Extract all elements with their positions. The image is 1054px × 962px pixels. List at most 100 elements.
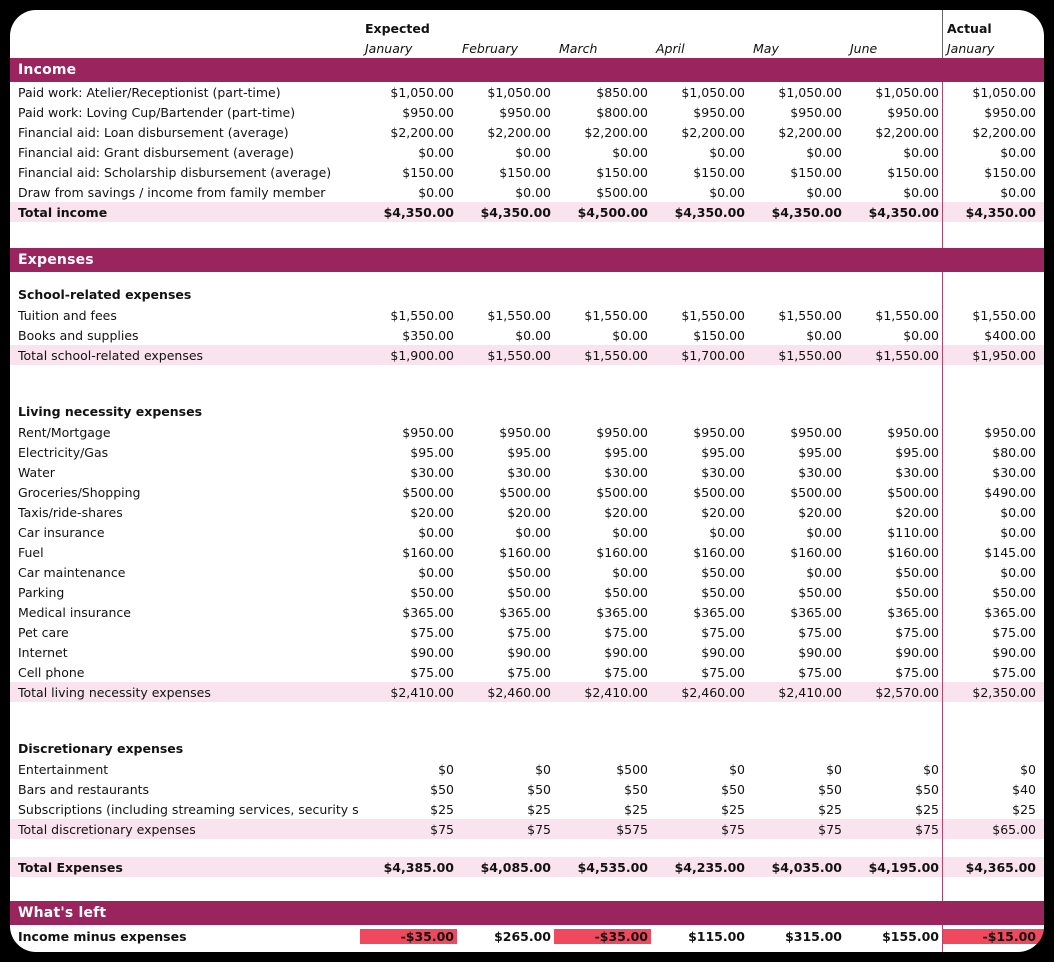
table-row-total-discretionary-expenses: Total discretionary expenses $75 $75 $575 $7… [10,819,1044,839]
row-label: Cell phone [18,664,85,680]
expected-actual-divider [942,66,943,952]
actual-value-cell: $400.00 [984,327,1036,343]
expected-value-cell: $500.00 [499,484,551,500]
expected-value-cell: $1,550.00 [875,347,939,363]
expected-value-cell: $4,195.00 [868,859,939,875]
expected-value-cell: $950.00 [596,424,648,440]
actual-value-cell: $2,200.00 [972,124,1036,140]
expected-value-cell: $75 [915,821,939,837]
expected-value-cell: $0.00 [903,327,939,343]
table-row-income-minus-expenses: Income minus expenses -$35.00 $265.00 -$35.… [10,925,1044,947]
expected-value-cell: $1,550.00 [681,307,745,323]
expected-value-cell: $365.00 [499,604,551,620]
expected-value-cell: $90.00 [410,644,454,660]
section-spacer [10,702,1044,726]
expected-value-cell: $2,200.00 [681,124,745,140]
subsection-header-discretionary-expenses: Discretionary expenses [10,726,1044,759]
month-header-february: February [462,40,519,56]
row-label: Rent/Mortgage [18,424,111,440]
expected-value-cell: $0.00 [418,184,454,200]
column-group-header-row: Expected Actual [10,18,1044,38]
actual-group-label: Actual [947,20,992,36]
expected-value-cell: $75 [721,821,745,837]
section-band-label: Income [18,62,77,78]
actual-value-cell: -$15.00 [942,928,1044,944]
expected-value-cell: $0 [535,761,551,777]
expected-value-cell: $95.00 [701,444,745,460]
actual-value-cell: $65.00 [992,821,1036,837]
expected-value-cell: $2,410.00 [584,684,648,700]
expected-value-cell: $0.00 [806,524,842,540]
expected-value-cell: $90.00 [895,644,939,660]
actual-value-cell: $30.00 [992,464,1036,480]
actual-value-cell: $0.00 [1000,524,1036,540]
expected-value-cell: $1,900.00 [390,347,454,363]
table-row-pet-care: Pet care $75.00 $75.00 $75.00 $75.00 $75.00 $7… [10,622,1044,642]
table-row-cell-phone: Cell phone $75.00 $75.00 $75.00 $75.00 $75.00… [10,662,1044,682]
expected-value-cell: $0.00 [515,327,551,343]
expected-value-cell: $20.00 [507,504,551,520]
actual-value-cell: $0.00 [1000,144,1036,160]
expected-value-cell: $950.00 [499,104,551,120]
expected-value-cell: $1,550.00 [487,347,551,363]
expected-value-cell: $0.00 [515,144,551,160]
expected-value-cell: $1,050.00 [681,84,745,100]
expected-value-cell: $75.00 [798,664,842,680]
expected-value-cell: $0.00 [709,184,745,200]
expected-value-cell: $25 [915,801,939,817]
expected-value-cell: $575 [616,821,648,837]
expected-value-cell: $25 [721,801,745,817]
expected-value-cell: $25 [527,801,551,817]
expected-value-cell: $75.00 [798,624,842,640]
expected-value-cell: $1,700.00 [681,347,745,363]
expected-value-cell: $50.00 [798,584,842,600]
month-header-may: May [753,40,779,56]
expected-value-cell: $90.00 [604,644,648,660]
expected-value-cell: $25 [430,801,454,817]
expected-value-cell: $0.00 [709,144,745,160]
section-band-label: What's left [18,905,107,921]
expected-value-cell: $50.00 [895,564,939,580]
row-label: Financial aid: Scholarship disbursement … [18,164,332,180]
actual-value-cell: $40 [1012,781,1036,797]
expected-value-cell: $25 [624,801,648,817]
expected-value-cell: $365.00 [402,604,454,620]
table-row-total-school-related-expenses: Total school-related expenses $1,900.00 $1… [10,345,1044,365]
row-label: Entertainment [18,761,109,777]
expected-value-cell: $365.00 [887,604,939,620]
expected-value-cell: $2,410.00 [390,684,454,700]
expected-value-cell: $0.00 [612,564,648,580]
expected-value-cell: $50.00 [604,584,648,600]
row-label: Pet care [18,624,69,640]
actual-value-cell: $75.00 [992,624,1036,640]
row-label: Water [18,464,55,480]
row-label: Medical insurance [18,604,131,620]
expected-value-cell: $150.00 [693,164,745,180]
expected-value-cell: $0 [438,761,454,777]
expected-value-cell: $50 [430,781,454,797]
expected-value-cell: $75.00 [410,664,454,680]
table-row-entertainment: Entertainment $0 $0 $500 $0 $0 $0 $0 [10,759,1044,779]
subsection-header-label: Discretionary expenses [18,741,184,756]
expected-value-cell: $75.00 [410,624,454,640]
actual-value-cell: $365.00 [984,604,1036,620]
actual-value-cell: $0 [1020,761,1036,777]
expected-value-cell: $2,570.00 [875,684,939,700]
actual-value-cell: $90.00 [992,644,1036,660]
expected-value-cell: $4,500.00 [577,204,648,220]
expected-value-cell: $30.00 [701,464,745,480]
month-header-actual-january: January [947,40,995,56]
actual-value-cell: $4,350.00 [965,204,1036,220]
expected-value-cell: $95.00 [507,444,551,460]
expected-value-cell: $0.00 [418,144,454,160]
row-label: Car insurance [18,524,105,540]
row-label: Books and supplies [18,327,139,343]
expected-value-cell: $1,550.00 [584,347,648,363]
table-row-subscriptions-including-streaming-services-security-s: Subscriptions (including streaming servi… [10,799,1044,819]
expected-value-cell: $150.00 [693,327,745,343]
expected-value-cell: $95.00 [410,444,454,460]
expected-value-cell: $150.00 [887,164,939,180]
expected-value-cell: $265.00 [494,928,551,944]
subsection-header-label: School-related expenses [18,287,192,302]
